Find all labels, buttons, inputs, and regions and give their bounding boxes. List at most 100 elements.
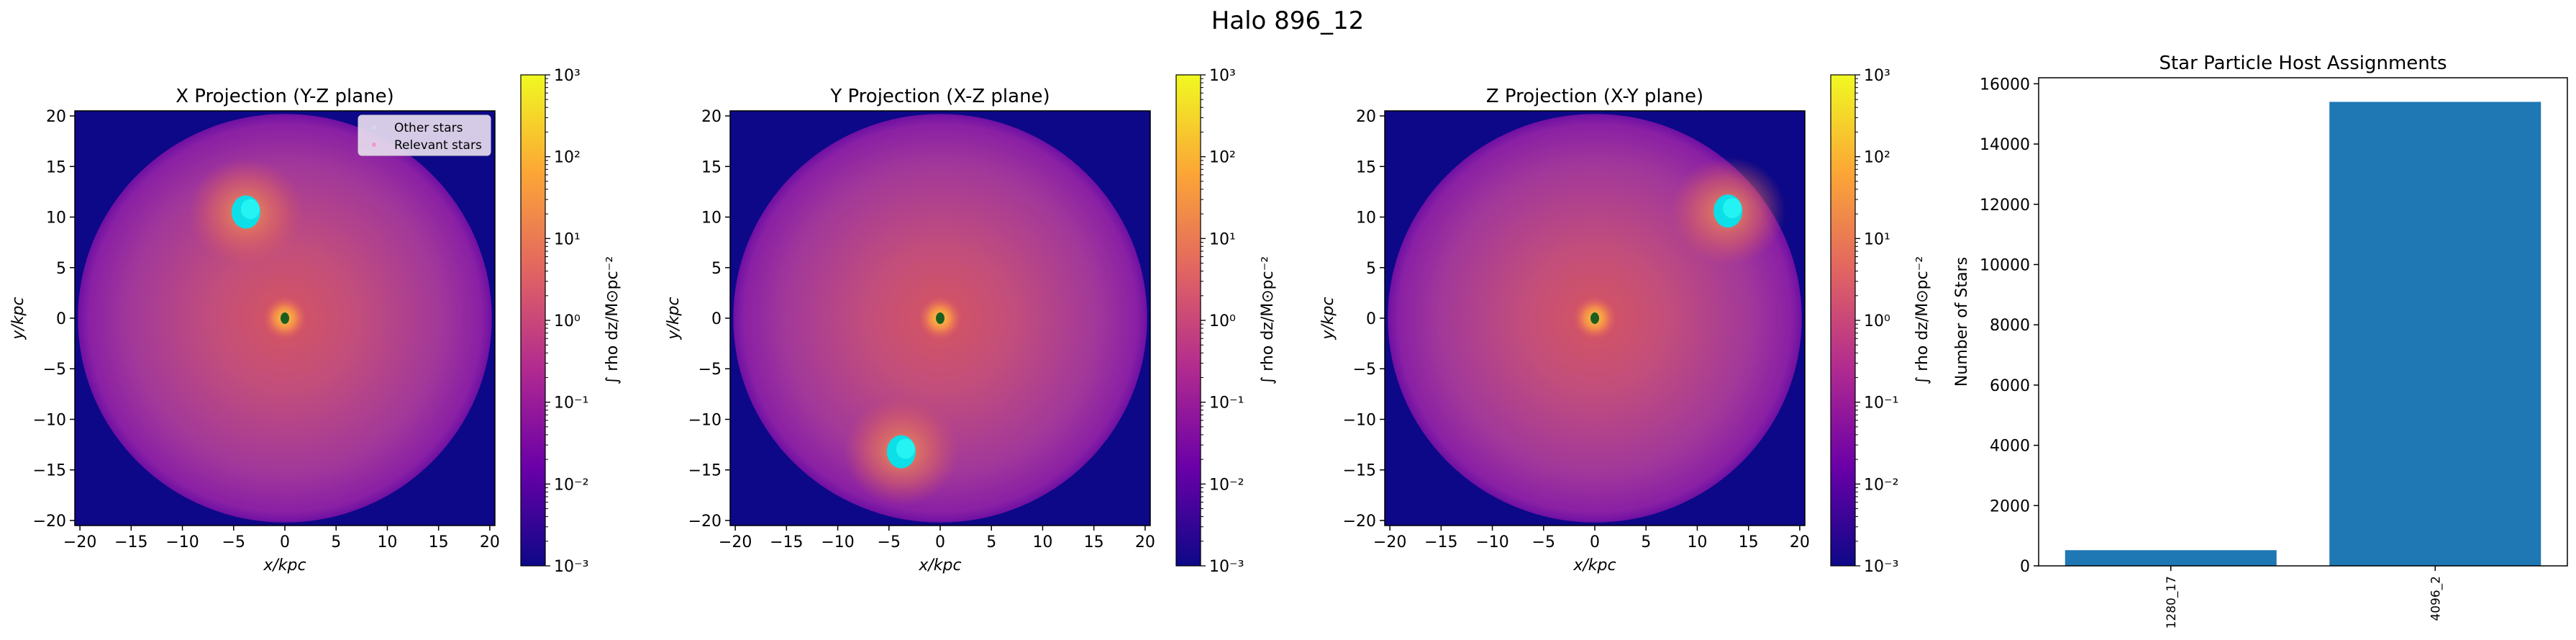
plot-contents	[1388, 114, 1802, 523]
y-tick-label: 2000	[1990, 497, 2030, 515]
legend-entry-relevant: Relevant stars	[394, 138, 482, 153]
y-tick-label: −15	[688, 462, 722, 480]
legend-marker-other	[372, 125, 376, 130]
colorbar-tick-label: 10¹	[1864, 230, 1890, 248]
colorbar-tick-label: 10⁻¹	[1209, 395, 1244, 413]
colorbar-tick-label: 10¹	[1209, 230, 1236, 248]
panel-title: Y Projection (X-Z plane)	[829, 86, 1050, 107]
x-tick-label: 15	[1739, 533, 1759, 551]
y-tick-label: 14000	[1980, 136, 2030, 154]
x-tick-label: −20	[719, 533, 752, 551]
plot-contents	[733, 114, 1147, 523]
figure-title: Halo 896_12	[1211, 6, 1365, 35]
colorbar-label: ∫ rho dz/M⊙pc⁻²	[1259, 256, 1277, 384]
x-tick-label: 20	[480, 533, 500, 551]
x-tick-label: −15	[114, 533, 147, 551]
y-tick-label: −10	[1343, 411, 1376, 429]
y-tick-label: 0	[711, 310, 722, 328]
colorbar: 10⁻³ 10⁻² 10⁻¹ 10⁰ 10¹ 10² 10³ ∫ rho dz/M⊙pc⁻²	[1830, 67, 1931, 576]
panel-title: Z Projection (X-Y plane)	[1486, 86, 1703, 107]
x-tick-label: 5	[331, 533, 341, 551]
y-tick-label: 4000	[1990, 438, 2030, 456]
colorbar-tick-label: 10⁻¹	[554, 395, 588, 413]
x-tick-label: 0	[935, 533, 945, 551]
y-tick-label: 12000	[1980, 197, 2030, 215]
projection-panel-3: Z Projection (X-Y plane) −20 −15 −10 −5 0 5 10 1…	[1319, 67, 1931, 576]
projection-panel-1: X Projection (Y-Z plane) −20 −15 −10 −5 0 5 10 1…	[9, 67, 622, 576]
x-tick-label: −10	[165, 533, 199, 551]
colorbar-tick-label: 10³	[554, 67, 581, 85]
colorbar-gradient	[520, 74, 546, 567]
x-tick-label: −15	[770, 533, 803, 551]
y-tick-label: 20	[1356, 108, 1376, 126]
colorbar-gradient	[1175, 74, 1201, 567]
relevant-stars-clump-core	[1723, 198, 1742, 219]
panel-title: X Projection (Y-Z plane)	[176, 86, 394, 107]
y-tick-label: 16000	[1980, 76, 2030, 94]
x-tick-label: −20	[1373, 533, 1406, 551]
x-tick-label: −10	[821, 533, 854, 551]
x-tick-label: 10	[1687, 533, 1707, 551]
colorbar-tick-label: 10⁻²	[1209, 476, 1244, 494]
y-tick-label: 5	[711, 260, 722, 278]
colorbar-tick-label: 10⁻³	[554, 558, 588, 576]
colorbar-tick-label: 10⁰	[1209, 312, 1236, 330]
legend-box	[358, 114, 491, 156]
colorbar-tick-label: 10³	[1864, 67, 1890, 85]
x-tick-label: 10	[1032, 533, 1052, 551]
y-tick-label: −15	[33, 462, 66, 480]
x-tick-label: −15	[1424, 533, 1457, 551]
colorbar: 10⁻³ 10⁻² 10⁻¹ 10⁰ 10¹ 10² 10³ ∫ rho dz/M⊙pc⁻²	[520, 67, 622, 576]
y-tick-label: 10000	[1980, 256, 2030, 274]
central-core	[281, 312, 289, 324]
colorbar-tick-label: 10⁻¹	[1864, 395, 1898, 413]
colorbar-tick-label: 10⁰	[554, 312, 581, 330]
y-tick-label: −5	[698, 361, 722, 379]
y-tick-label: 15	[46, 158, 66, 176]
legend-entry-other: Other stars	[394, 121, 463, 135]
y-tick-label: −20	[688, 513, 722, 531]
y-tick-label: 5	[1366, 260, 1376, 278]
colorbar: 10⁻³ 10⁻² 10⁻¹ 10⁰ 10¹ 10² 10³ ∫ rho dz/M⊙pc⁻²	[1175, 67, 1277, 576]
y-tick-label: −10	[33, 411, 66, 429]
colorbar-label: ∫ rho dz/M⊙pc⁻²	[604, 256, 622, 384]
x-tick-label: 0	[280, 533, 290, 551]
colorbar-tick-label: 10⁻²	[554, 476, 588, 494]
x-axis-label: x/kpc	[918, 556, 961, 574]
x-tick-label: 15	[1084, 533, 1104, 551]
x-tick-label: 4096_2	[2429, 576, 2443, 621]
x-tick-label: −10	[1475, 533, 1508, 551]
y-tick-label: 8000	[1990, 317, 2030, 335]
y-tick-label: 20	[701, 108, 722, 126]
x-tick-label: 1280_17	[2165, 576, 2179, 628]
bar-y-axis-label: Number of Stars	[1953, 257, 1971, 387]
x-tick-label: 5	[986, 533, 996, 551]
y-tick-label: 5	[56, 260, 66, 278]
x-tick-label: −5	[222, 533, 245, 551]
y-tick-label: 15	[1356, 158, 1376, 176]
relevant-stars-clump-core	[896, 438, 915, 459]
bar-1280_17	[2065, 550, 2277, 566]
legend: Other stars Relevant stars	[358, 114, 491, 156]
y-tick-label: −15	[1343, 462, 1376, 480]
x-tick-label: −20	[63, 533, 96, 551]
y-axis-label: y/kpc	[1319, 297, 1337, 340]
colorbar-tick-label: 10²	[1209, 149, 1236, 167]
colorbar-tick-label: 10²	[554, 149, 581, 167]
y-tick-label: −10	[688, 411, 722, 429]
y-tick-label: 0	[2020, 558, 2030, 576]
x-axis-label: x/kpc	[263, 556, 306, 574]
colorbar-tick-label: 10⁻²	[1864, 476, 1898, 494]
projection-panel-2: Y Projection (X-Z plane) −20 −15 −10 −5 0 5 10 1…	[665, 67, 1277, 576]
colorbar-tick-label: 10³	[1209, 67, 1236, 85]
y-tick-label: 10	[701, 209, 722, 227]
x-tick-label: 5	[1641, 533, 1651, 551]
y-axis-label: y/kpc	[9, 297, 27, 340]
colorbar-tick-label: 10⁻³	[1209, 558, 1244, 576]
y-tick-label: −5	[43, 361, 66, 379]
y-tick-label: 0	[56, 310, 66, 328]
x-tick-label: 10	[377, 533, 397, 551]
x-axis-label: x/kpc	[1573, 556, 1616, 574]
colorbar-gradient	[1830, 74, 1856, 567]
